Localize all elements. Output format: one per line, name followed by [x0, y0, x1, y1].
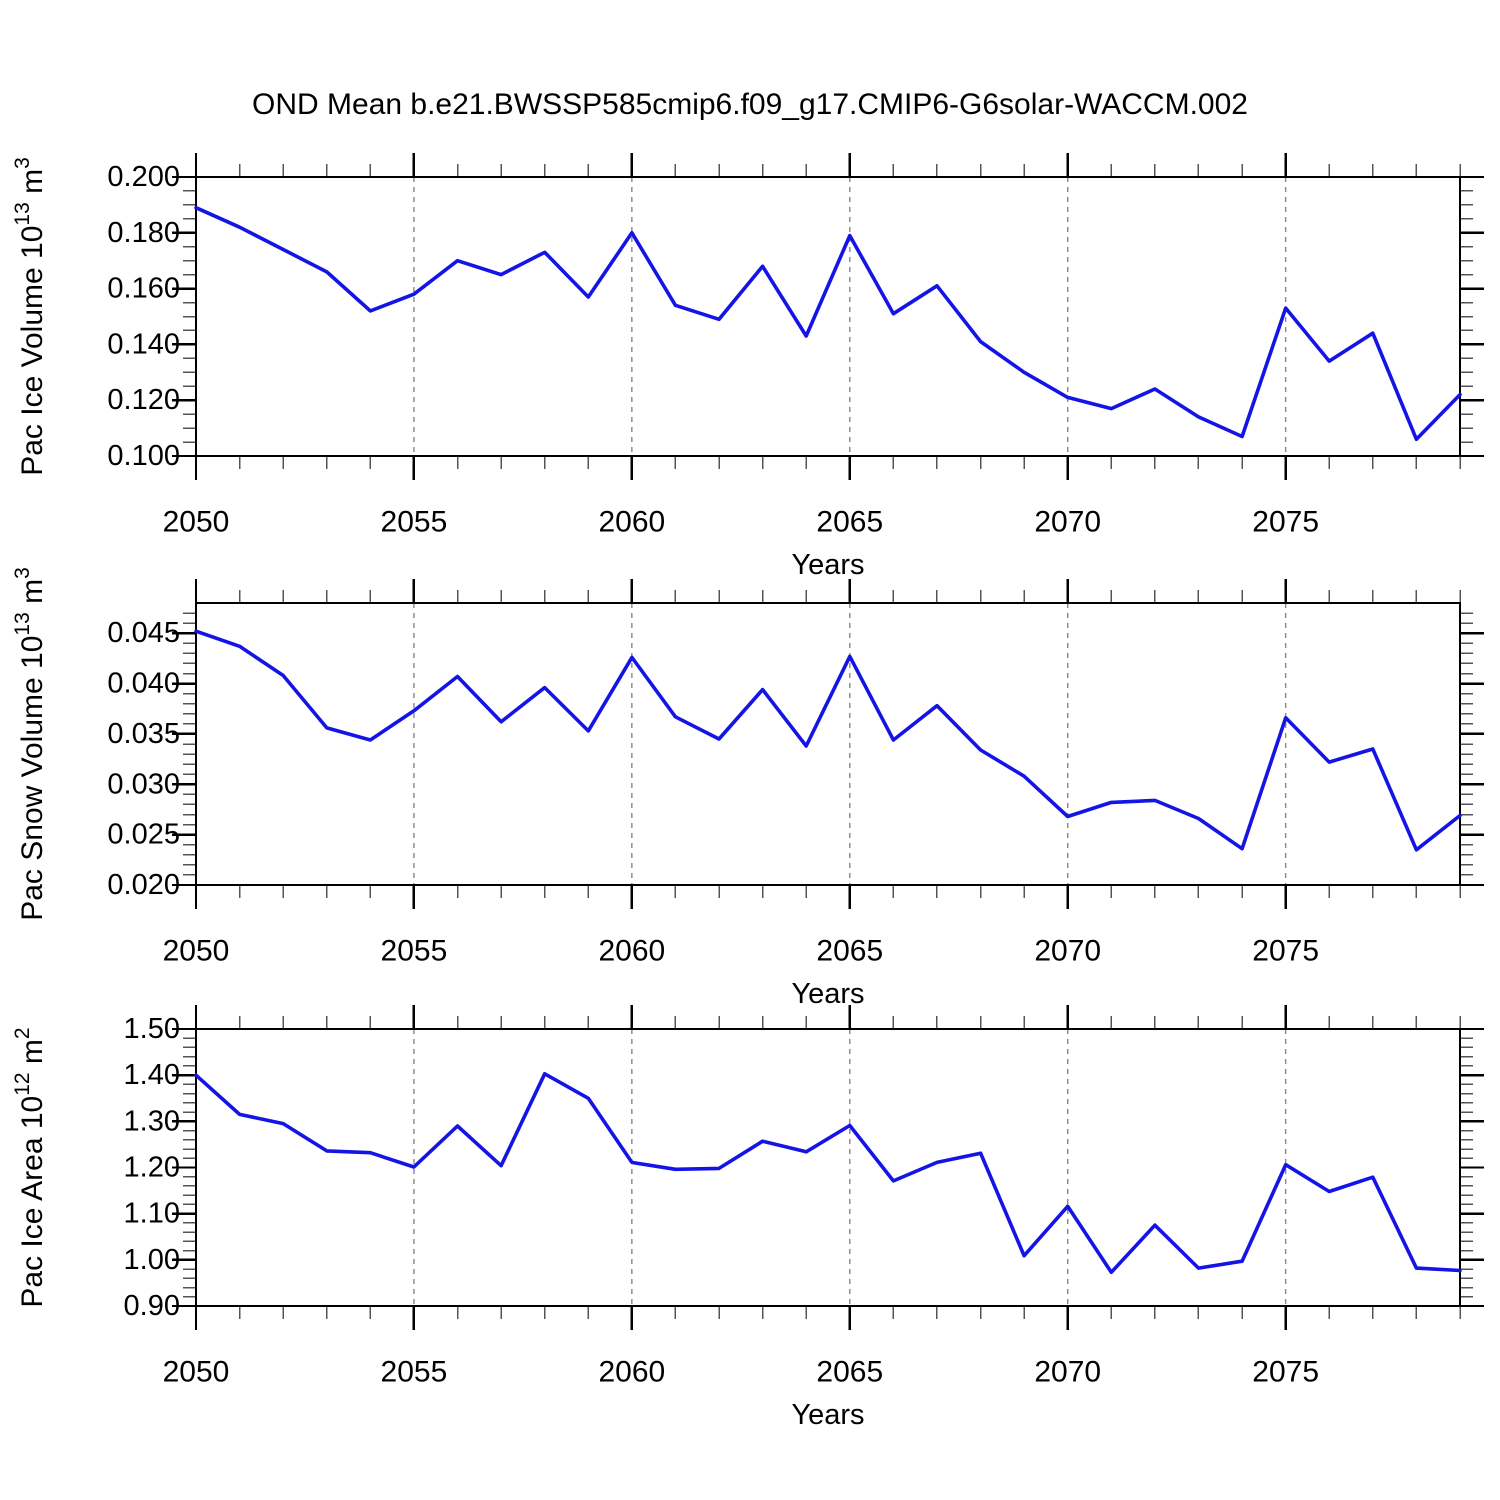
y-tick-label: 1.00 [124, 1244, 180, 1276]
chart-title: OND Mean b.e21.BWSSP585cmip6.f09_g17.CMI… [252, 88, 1248, 121]
data-line-series [194, 205, 1462, 442]
gridlines [413, 1029, 1287, 1306]
y-tick-label: 0.030 [107, 768, 180, 800]
plot-frame [195, 176, 1461, 457]
x-tick-labels: 2050 2055 2060 2065 2070 2075 [163, 506, 1319, 539]
y-tick-label: 1.30 [124, 1105, 180, 1137]
y-tick-label: 0.140 [107, 328, 180, 360]
x-tick-label: 2065 [816, 1356, 883, 1389]
x-tick-labels: 2050 2055 2060 2065 2070 2075 [163, 935, 1319, 968]
y-tick-label: 1.40 [124, 1059, 180, 1091]
x-tick-label: 2070 [1034, 1356, 1101, 1389]
y-tick-label: 0.180 [107, 217, 180, 249]
y-tick-label: 0.040 [107, 668, 180, 700]
data-line-series [194, 629, 1462, 852]
y-tick-label: 1.20 [124, 1152, 180, 1184]
x-tick-label: 2050 [163, 935, 230, 968]
y-tick-label: 0.100 [107, 440, 180, 472]
y-axis-title: Pac Ice Area 1012 m2 [11, 1027, 49, 1307]
y-tick-label: 1.50 [124, 1013, 180, 1045]
y-tick-label: 0.200 [107, 161, 180, 193]
gridlines [413, 177, 1287, 456]
y-axis-title: Pac Snow Volume 1013 m3 [11, 567, 49, 921]
plot-frame [195, 602, 1461, 886]
x-tick-label: 2075 [1252, 506, 1319, 539]
x-tick-labels: 2050 2055 2060 2065 2070 2075 [163, 1356, 1319, 1389]
x-tick-label: 2075 [1252, 935, 1319, 968]
x-tick-label: 2075 [1252, 1356, 1319, 1389]
x-tick-label: 2060 [598, 1356, 665, 1389]
y-tick-label: 0.035 [107, 718, 180, 750]
gridlines [413, 603, 1287, 885]
y-tick-label: 0.045 [107, 617, 180, 649]
y-tick-labels: 0.90 1.00 1.10 1.20 1.30 1.40 1.50 [124, 1013, 180, 1322]
x-tick-label: 2065 [816, 935, 883, 968]
x-axis-title: Years [791, 1399, 864, 1431]
y-tick-label: 0.020 [107, 869, 180, 901]
x-tick-label: 2055 [381, 1356, 448, 1389]
x-tick-label: 2050 [163, 1356, 230, 1389]
y-tick-labels: 0.100 0.120 0.140 0.160 0.180 0.200 [107, 161, 180, 472]
ticks [172, 579, 1484, 909]
ticks [172, 153, 1484, 480]
y-tick-label: 0.025 [107, 819, 180, 851]
x-tick-label: 2055 [381, 506, 448, 539]
x-axis-title: Years [791, 978, 864, 1010]
panel-3: 0.90 1.00 1.10 1.20 1.30 1.40 1.50 2050 2055 2060… [11, 1005, 1484, 1431]
y-tick-label: 1.10 [124, 1198, 180, 1230]
x-tick-label: 2070 [1034, 506, 1101, 539]
y-tick-label: 0.90 [124, 1290, 180, 1322]
x-tick-label: 2055 [381, 935, 448, 968]
y-tick-label: 0.120 [107, 384, 180, 416]
data-line-series [194, 1072, 1462, 1275]
y-tick-labels: 0.020 0.025 0.030 0.035 0.040 0.045 [107, 617, 180, 901]
y-axis-title: Pac Ice Volume 1013 m3 [11, 157, 49, 476]
x-tick-label: 2060 [598, 506, 665, 539]
x-tick-label: 2050 [163, 506, 230, 539]
x-tick-label: 2070 [1034, 935, 1101, 968]
ticks [172, 1005, 1484, 1330]
x-axis-title: Years [791, 549, 864, 581]
x-tick-label: 2060 [598, 935, 665, 968]
x-tick-label: 2065 [816, 506, 883, 539]
plot-frame [195, 1028, 1461, 1307]
y-tick-label: 0.160 [107, 273, 180, 305]
